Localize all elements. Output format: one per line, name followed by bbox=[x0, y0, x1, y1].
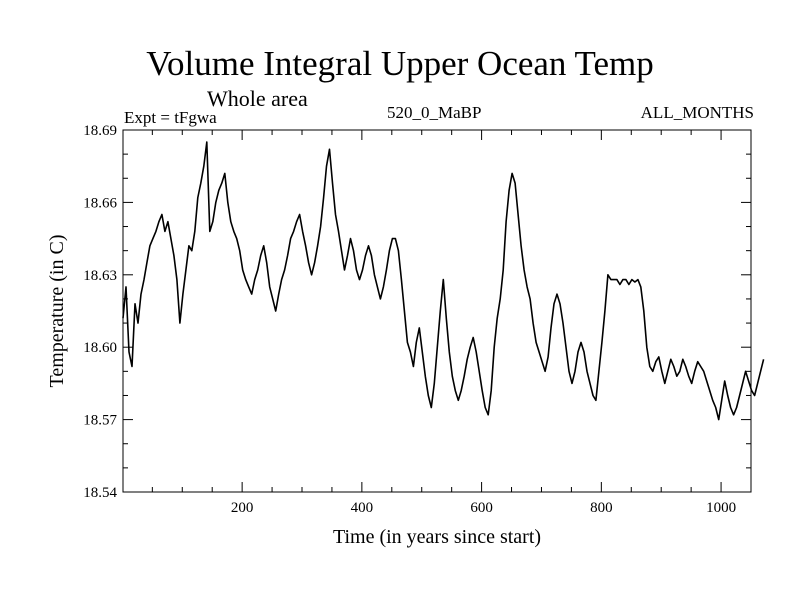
y-axis: 18.54 18.57 18.60 18.63 18.66 18.69 bbox=[83, 123, 751, 501]
plot-frame bbox=[122, 129, 752, 493]
period-label: 520_0_MaBP bbox=[387, 103, 482, 122]
y-tick-label: 18.66 bbox=[83, 195, 117, 211]
y-tick-label: 18.63 bbox=[83, 268, 117, 284]
x-tick-label: 600 bbox=[470, 500, 493, 516]
months-label: ALL_MONTHS bbox=[640, 103, 754, 122]
chart-subtitle: Whole area bbox=[207, 86, 308, 111]
y-tick-label: 18.57 bbox=[83, 413, 117, 429]
x-tick-label: 800 bbox=[590, 500, 613, 516]
y-axis-label: Temperature (in C) bbox=[46, 235, 68, 388]
x-axis-label: Time (in years since start) bbox=[333, 526, 541, 548]
x-axis: 200 400 600 800 1000 bbox=[151, 130, 752, 516]
series-line bbox=[122, 141, 765, 421]
chart-title: Volume Integral Upper Ocean Temp bbox=[146, 44, 654, 83]
x-tick-label: 400 bbox=[351, 500, 374, 516]
x-tick-label: 1000 bbox=[706, 500, 736, 516]
y-tick-label: 18.54 bbox=[83, 485, 117, 501]
x-tick-label: 200 bbox=[231, 500, 254, 516]
y-tick-label: 18.69 bbox=[83, 123, 117, 139]
experiment-label: Expt = tFgwa bbox=[124, 108, 217, 127]
y-tick-label: 18.60 bbox=[83, 340, 117, 356]
